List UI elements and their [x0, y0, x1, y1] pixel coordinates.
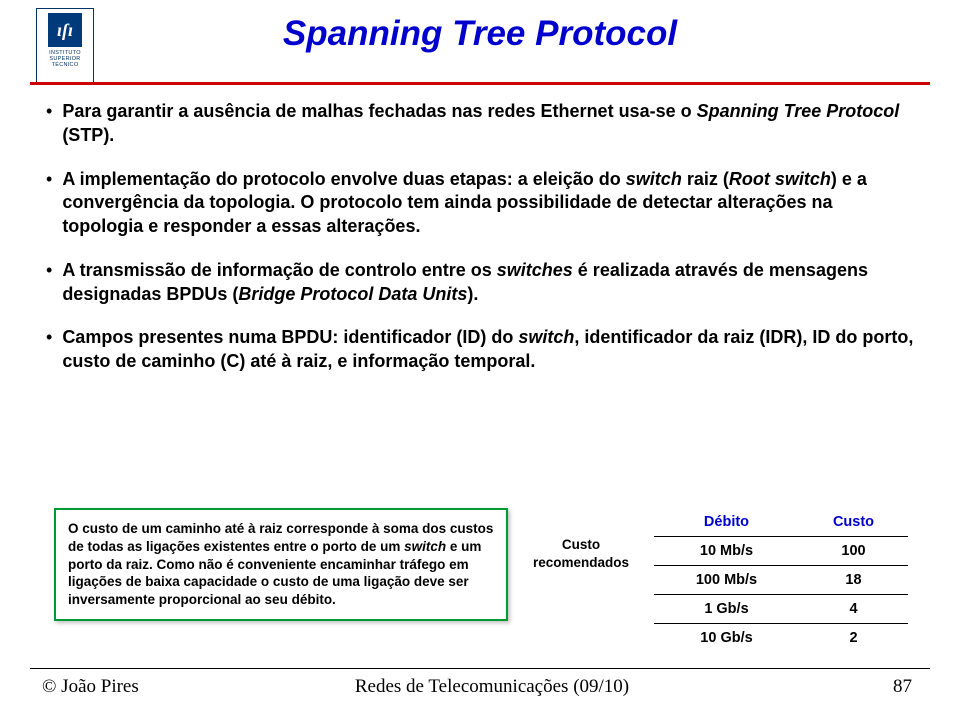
bullet-dot: •	[46, 168, 52, 191]
bullet-dot: •	[46, 259, 52, 282]
table-row: 10 Gb/s 2	[654, 624, 908, 653]
cost-label: Custorecomendados	[526, 508, 636, 571]
table-header: Custo	[799, 508, 908, 537]
footer-page-number: 87	[893, 676, 912, 698]
bullet-dot: •	[46, 326, 52, 349]
footer-title: Redes de Telecomunicações (09/10)	[42, 676, 942, 698]
cost-table: Débito Custo 10 Mb/s 100 100 Mb/s 18 1 G…	[654, 508, 908, 652]
content-area: • Para garantir a ausência de malhas fec…	[46, 100, 918, 394]
info-box-text: O custo de um caminho até à raiz corresp…	[68, 520, 494, 609]
info-box: O custo de um caminho até à raiz corresp…	[54, 508, 508, 621]
bullet-text: Campos presentes numa BPDU: identificado…	[62, 326, 918, 374]
lower-section: O custo de um caminho até à raiz corresp…	[54, 508, 916, 652]
bullet-item: • A implementação do protocolo envolve d…	[46, 168, 918, 239]
bullet-text: Para garantir a ausência de malhas fecha…	[62, 100, 918, 148]
bullet-text: A implementação do protocolo envolve dua…	[62, 168, 918, 239]
table-header: Débito	[654, 508, 799, 537]
table-row: 100 Mb/s 18	[654, 566, 908, 595]
bullet-item: • A transmissão de informação de control…	[46, 259, 918, 307]
bullet-item: • Para garantir a ausência de malhas fec…	[46, 100, 918, 148]
table-row: 10 Mb/s 100	[654, 537, 908, 566]
table-body: 10 Mb/s 100 100 Mb/s 18 1 Gb/s 4 10 Gb/s…	[654, 537, 908, 653]
title-underline	[30, 82, 930, 85]
table-row: 1 Gb/s 4	[654, 595, 908, 624]
bullet-item: • Campos presentes numa BPDU: identifica…	[46, 326, 918, 374]
footer-rule	[30, 668, 930, 669]
table-header-row: Débito Custo	[654, 508, 908, 537]
page-title: Spanning Tree Protocol	[0, 14, 960, 54]
footer: © João Pires Redes de Telecomunicações (…	[42, 676, 932, 698]
bullet-text: A transmissão de informação de controlo …	[62, 259, 918, 307]
bullet-dot: •	[46, 100, 52, 123]
